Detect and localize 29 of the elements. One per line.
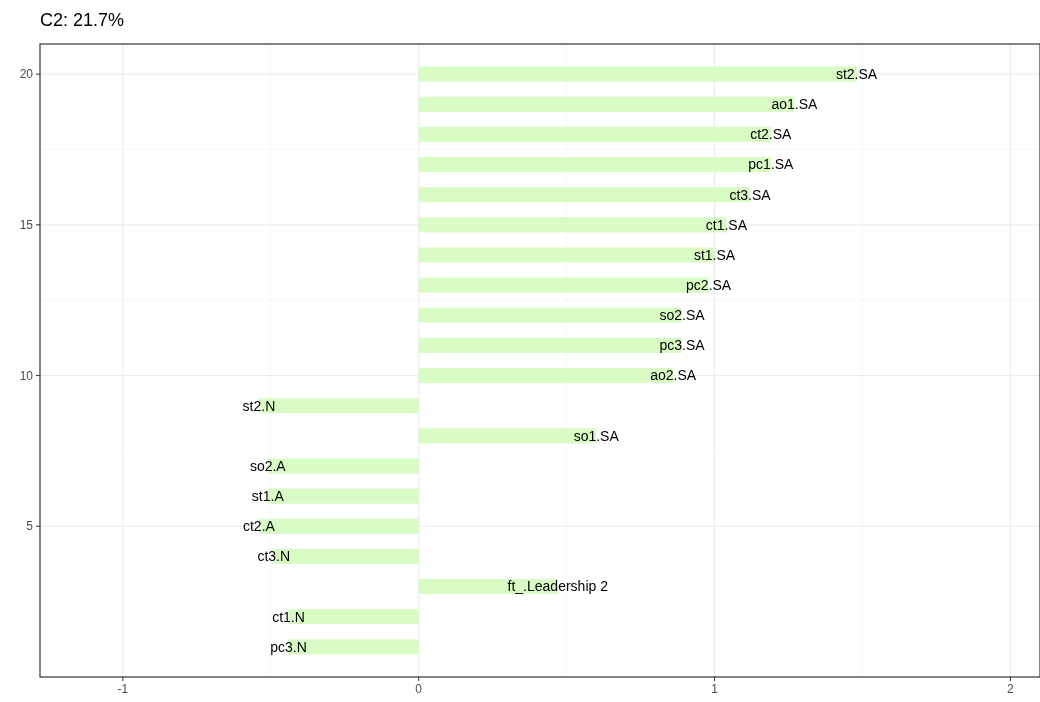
data-label: pc2.SA — [686, 277, 732, 294]
x-tick-label: 1 — [711, 682, 719, 696]
data-label: ct3.SA — [729, 186, 772, 203]
data-label: ao1.SA — [771, 96, 819, 113]
data-label: ct2.A — [242, 518, 276, 535]
data-label: ct2.SA — [750, 126, 793, 143]
data-label: st2.SA — [835, 66, 878, 83]
data-label: st1.A — [251, 488, 285, 505]
data-label: so1.SA — [573, 427, 620, 444]
data-label: ct1.SA — [705, 216, 748, 233]
data-label: ct3.N — [257, 548, 291, 565]
data-label: pc1.SA — [748, 156, 794, 173]
data-label: ao2.SA — [650, 367, 697, 384]
data-label: pc3.SA — [659, 337, 706, 354]
data-label: st1.SA — [693, 246, 736, 263]
data-label: ct1.N — [272, 608, 305, 625]
x-tick-label: 2 — [1007, 682, 1015, 696]
data-label: so2.A — [249, 457, 287, 474]
data-label: so2.SA — [659, 307, 706, 324]
chart-title: C2: 21.7% — [40, 10, 125, 30]
x-tick-label: 0 — [415, 682, 423, 696]
data-label: pc3.N — [270, 638, 307, 655]
data-label: ft_.Leadership 2 — [507, 578, 609, 595]
y-tick-label: 5 — [26, 519, 34, 534]
y-tick-label: 15 — [19, 218, 34, 233]
y-tick-label: 10 — [19, 368, 34, 383]
x-tick-label: -1 — [117, 682, 129, 696]
y-tick-label: 20 — [19, 67, 34, 82]
data-label: st2.N — [242, 397, 276, 414]
